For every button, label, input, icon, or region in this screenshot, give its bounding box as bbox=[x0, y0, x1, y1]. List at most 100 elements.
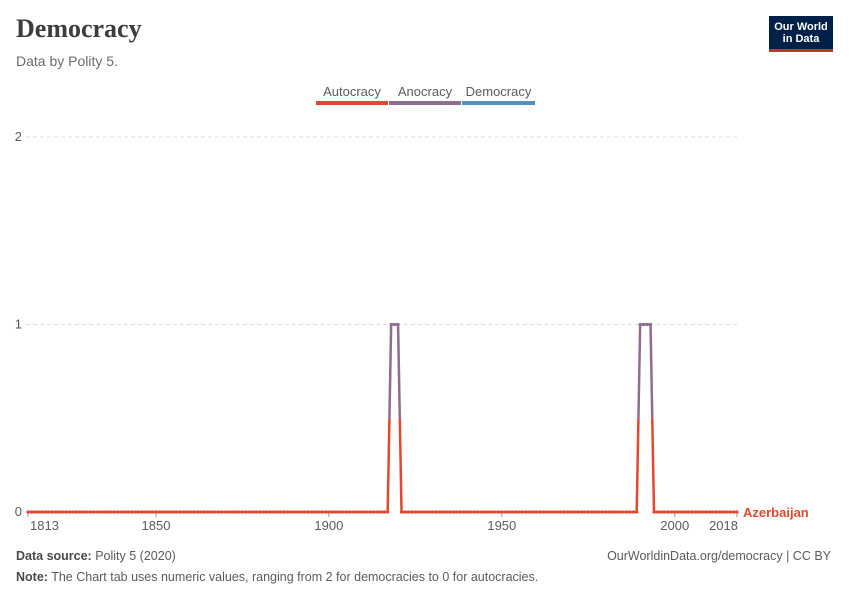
data-point bbox=[486, 510, 490, 514]
data-point bbox=[375, 510, 379, 514]
data-point bbox=[361, 510, 366, 514]
data-point bbox=[74, 510, 79, 514]
data-point bbox=[161, 510, 165, 514]
data-point bbox=[164, 510, 168, 514]
data-point bbox=[437, 510, 442, 514]
data-point bbox=[725, 510, 729, 514]
data-point bbox=[586, 510, 590, 514]
data-point bbox=[216, 510, 220, 514]
data-point bbox=[448, 510, 452, 514]
series-transition bbox=[651, 418, 656, 513]
data-point bbox=[85, 510, 89, 514]
data-point bbox=[417, 510, 421, 514]
data-point bbox=[628, 510, 632, 514]
data-point bbox=[119, 510, 123, 514]
source-line: Data source: Polity 5 (2020) bbox=[16, 549, 176, 563]
data-point bbox=[465, 510, 469, 514]
source-value[interactable]: Polity 5 (2020) bbox=[95, 549, 176, 563]
data-point bbox=[662, 510, 666, 514]
data-point bbox=[697, 510, 701, 514]
x-tick-label-1850: 1850 bbox=[142, 518, 171, 533]
series-transition bbox=[396, 324, 402, 419]
legend-swatch-democracy bbox=[462, 101, 535, 105]
data-point bbox=[233, 510, 238, 514]
data-point bbox=[261, 510, 265, 514]
data-point bbox=[507, 510, 511, 514]
data-point bbox=[116, 510, 120, 514]
data-point bbox=[237, 510, 241, 514]
data-point bbox=[372, 510, 376, 514]
data-point bbox=[631, 510, 635, 514]
data-point bbox=[638, 322, 642, 327]
data-point bbox=[278, 510, 283, 514]
data-point bbox=[379, 510, 383, 514]
data-point bbox=[431, 510, 435, 514]
data-point bbox=[510, 510, 514, 514]
data-point bbox=[92, 510, 96, 514]
data-point bbox=[202, 510, 206, 514]
data-point bbox=[102, 510, 106, 514]
data-point bbox=[642, 322, 646, 327]
legend-label-autocracy: Autocracy bbox=[323, 84, 381, 99]
data-point bbox=[168, 510, 172, 514]
data-point bbox=[479, 510, 483, 514]
data-point bbox=[282, 510, 286, 514]
data-point bbox=[43, 510, 47, 514]
data-point bbox=[424, 510, 428, 514]
data-point bbox=[213, 510, 217, 514]
data-point bbox=[299, 510, 303, 514]
data-point bbox=[251, 510, 255, 514]
owid-logo[interactable]: Our World in Data bbox=[769, 16, 833, 52]
source-link[interactable]: OurWorldinData.org/democracy | CC BY bbox=[607, 549, 831, 563]
data-point bbox=[462, 510, 466, 514]
data-point bbox=[531, 510, 535, 514]
data-point bbox=[112, 510, 117, 514]
data-point bbox=[310, 510, 314, 514]
data-point bbox=[562, 510, 566, 514]
data-point bbox=[707, 510, 711, 514]
data-point bbox=[514, 510, 518, 514]
data-point bbox=[520, 510, 525, 514]
legend-label-anocracy: Anocracy bbox=[398, 84, 453, 99]
data-point bbox=[223, 510, 227, 514]
data-point bbox=[476, 510, 480, 514]
data-point bbox=[29, 510, 34, 514]
data-point bbox=[524, 510, 528, 514]
data-point bbox=[728, 510, 732, 514]
data-point bbox=[365, 510, 369, 514]
data-point bbox=[669, 510, 673, 514]
series-transition bbox=[635, 418, 640, 513]
data-point bbox=[458, 510, 462, 514]
data-point bbox=[690, 510, 694, 514]
data-point bbox=[327, 510, 331, 514]
data-point bbox=[683, 510, 687, 514]
series-end-label: Azerbaijan bbox=[743, 505, 809, 520]
data-point bbox=[603, 510, 608, 514]
data-point bbox=[489, 510, 494, 514]
data-point bbox=[354, 510, 359, 514]
data-point bbox=[95, 510, 99, 514]
data-point bbox=[493, 510, 497, 514]
data-point bbox=[673, 510, 677, 514]
x-tick-label-2000: 2000 bbox=[660, 518, 689, 533]
data-point bbox=[258, 510, 262, 514]
data-point bbox=[607, 510, 611, 514]
legend: Autocracy Anocracy Democracy bbox=[316, 84, 535, 105]
data-point bbox=[323, 510, 328, 514]
data-point bbox=[482, 510, 487, 514]
data-point bbox=[330, 510, 334, 514]
data-point bbox=[382, 510, 386, 514]
data-point bbox=[199, 510, 203, 514]
data-point bbox=[247, 510, 251, 514]
y-tick-label-0: 0 bbox=[15, 504, 22, 519]
data-point bbox=[579, 510, 583, 514]
data-point bbox=[268, 510, 272, 514]
data-point bbox=[576, 510, 580, 514]
data-point bbox=[54, 510, 58, 514]
data-point bbox=[652, 510, 656, 514]
data-point bbox=[71, 510, 75, 514]
data-point bbox=[534, 510, 539, 514]
data-point bbox=[600, 510, 604, 514]
data-point bbox=[275, 510, 279, 514]
data-point bbox=[714, 510, 718, 514]
